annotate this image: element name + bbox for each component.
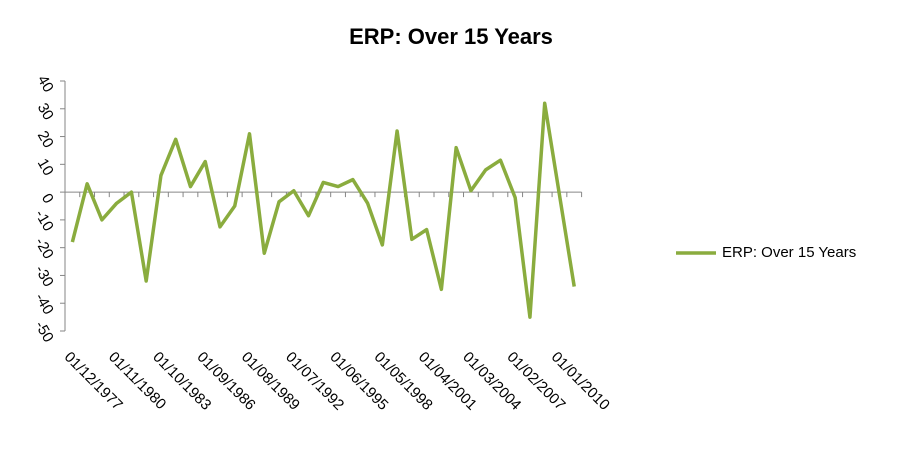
y-tick-label: 30 <box>34 100 57 123</box>
series-line <box>70 101 576 319</box>
y-tick-label: -20 <box>31 235 57 262</box>
y-tick-label: 40 <box>34 72 57 95</box>
chart-title: ERP: Over 15 Years <box>349 24 553 49</box>
y-tick-label: -50 <box>31 318 57 345</box>
y-tick-label: 10 <box>34 156 57 179</box>
y-tick-label: -30 <box>31 263 57 290</box>
y-tick-label: 20 <box>34 128 57 151</box>
y-tick-label: -10 <box>31 207 57 234</box>
y-tick-label: 0 <box>38 191 57 207</box>
legend-label: ERP: Over 15 Years <box>722 244 856 261</box>
y-tick-label: -40 <box>31 290 57 317</box>
